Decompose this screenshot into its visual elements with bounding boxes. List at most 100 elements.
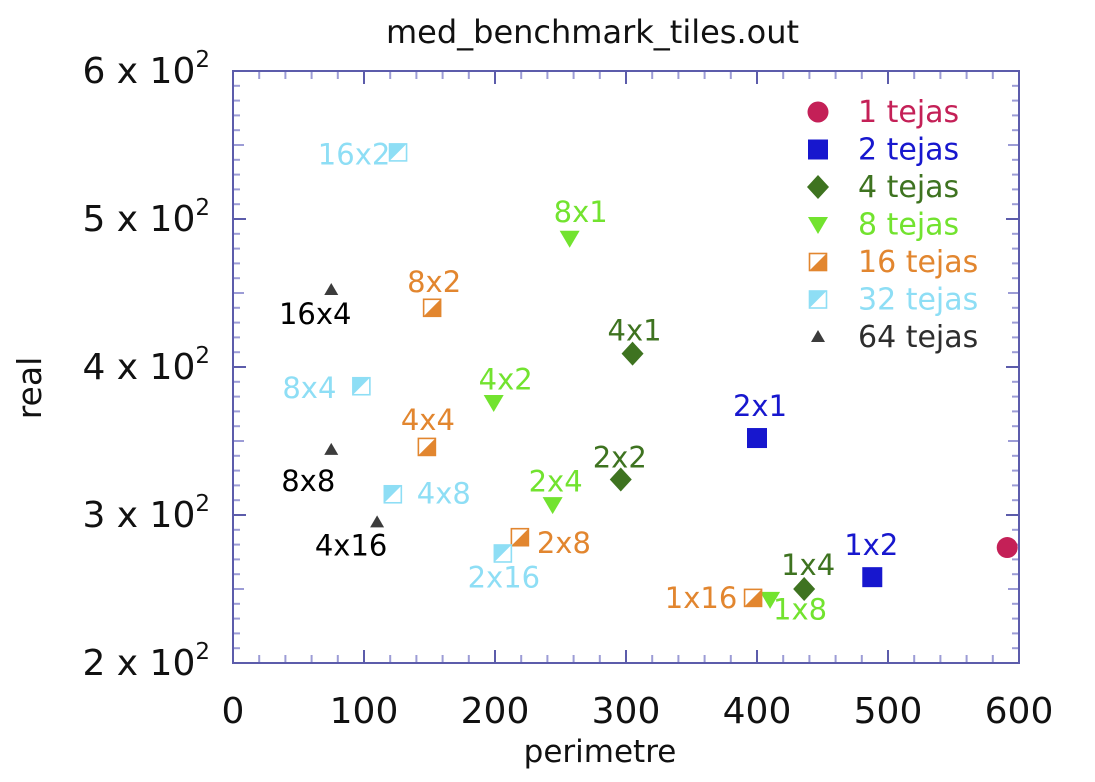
point-label-1x2: 1x2 (844, 528, 898, 562)
point-label-2x1: 2x1 (733, 389, 787, 423)
circle-marker (996, 537, 1018, 559)
legend-marker-32-tejas (808, 290, 828, 309)
half-square-fill (809, 291, 827, 308)
y-axis-title: real (10, 356, 49, 420)
point-marker (996, 537, 1018, 559)
legend-label: 1 tejas (858, 95, 959, 130)
half-square-fill (744, 589, 762, 607)
point-marker-4x16 (370, 515, 385, 528)
point-label-4x8: 4x8 (417, 476, 471, 510)
legend-label: 64 tejas (858, 320, 978, 355)
x-tick-label: 200 (461, 691, 530, 732)
legend-item-64-tejas: 64 tejas (811, 320, 978, 355)
legend-label: 16 tejas (858, 245, 978, 280)
point-marker-2x2 (609, 467, 632, 492)
point-label-16x2: 16x2 (318, 137, 391, 171)
triangle-up-marker (324, 283, 339, 296)
legend-item-16-tejas: 16 tejas (808, 245, 978, 280)
half-square-fill (384, 485, 402, 503)
y-tick-label: 5 x 102 (82, 195, 210, 240)
x-tick-label: 300 (592, 691, 661, 732)
point-marker-1x8 (760, 591, 781, 609)
point-label-8x4: 8x4 (282, 371, 336, 405)
point-marker-8x4 (352, 376, 371, 396)
series-8-tejas: 8x1 4x2 2x4 1x8 (479, 195, 827, 626)
legend-marker-2-tejas (808, 139, 828, 160)
x-tick-label: 500 (854, 691, 923, 732)
triangle-down-marker (808, 217, 828, 234)
chart-title: med_benchmark_tiles.out (385, 13, 800, 51)
point-label-2x8: 2x8 (537, 526, 591, 560)
point-marker-2x4 (542, 497, 563, 515)
legend-label: 8 tejas (858, 208, 959, 243)
series-64-tejas: 16x4 8x8 4x16 (279, 283, 387, 562)
y-tick-label: 4 x 102 (82, 343, 210, 388)
triangle-down-marker (760, 591, 781, 609)
legend-marker-8-tejas (808, 217, 828, 234)
legend-label: 32 tejas (858, 283, 978, 318)
x-tick-label: 600 (985, 691, 1054, 732)
y-tick-label: 6 x 102 (82, 47, 210, 92)
half-square-fill (352, 377, 370, 395)
triangle-up-marker (324, 442, 339, 455)
half-square-fill (511, 528, 529, 546)
triangle-up-marker (370, 515, 385, 528)
x-tick-label: 0 (222, 691, 245, 732)
triangle-down-marker (542, 497, 563, 515)
point-label-16x4: 16x4 (279, 297, 352, 331)
half-square-fill (423, 299, 441, 317)
legend-marker-64-tejas (811, 330, 825, 342)
point-label-2x4: 2x4 (529, 465, 583, 499)
legend-marker-16-tejas (808, 252, 828, 272)
point-label-1x4: 1x4 (781, 548, 835, 582)
series-1-tejas (996, 537, 1018, 559)
y-tick-labels: 2 x 102 3 x 102 4 x 102 5 x 102 6 x 102 (82, 47, 210, 684)
x-axis-title: perimetre (523, 734, 677, 770)
half-square-fill (418, 438, 436, 456)
point-label-1x16: 1x16 (665, 581, 738, 615)
half-square-fill (809, 253, 827, 271)
diamond-marker (807, 175, 829, 199)
legend-label: 2 tejas (858, 133, 959, 168)
point-marker-4x4 (417, 437, 437, 457)
series-32-tejas: 16x2 8x4 4x8 2x16 (282, 137, 540, 594)
point-marker-1x4 (793, 577, 816, 601)
series-2-tejas: 2x1 1x2 (733, 389, 898, 588)
triangle-up-marker (811, 330, 825, 342)
circle-marker (807, 101, 829, 123)
point-marker-16x2 (388, 143, 408, 162)
point-label-4x4: 4x4 (401, 403, 455, 437)
diamond-marker (793, 577, 816, 601)
point-label-4x1: 4x1 (608, 314, 662, 348)
y-tick-label: 2 x 102 (82, 639, 210, 684)
y-tick-label: 3 x 102 (82, 491, 210, 536)
point-label-1x8: 1x8 (773, 592, 827, 626)
point-marker-2x16 (493, 544, 513, 563)
legend-label: 4 tejas (858, 170, 959, 205)
legend-item-8-tejas: 8 tejas (808, 208, 959, 243)
legend-marker-1-tejas (807, 101, 829, 123)
x-tick-label: 400 (723, 691, 792, 732)
legend-item-4-tejas: 4 tejas (807, 170, 959, 205)
point-label-2x16: 2x16 (468, 560, 541, 594)
point-label-4x16: 4x16 (315, 528, 388, 562)
point-marker-4x8 (383, 484, 403, 504)
half-square-fill (389, 143, 407, 161)
point-marker-8x8 (324, 442, 339, 455)
series-4-tejas: 4x1 2x2 1x4 (593, 314, 835, 601)
x-tick-labels: 0 100 200 300 400 500 600 (222, 691, 1054, 732)
point-marker-1x2 (862, 567, 883, 588)
point-marker-4x2 (483, 395, 504, 413)
point-marker-2x1 (747, 428, 767, 449)
point-label-8x1: 8x1 (554, 195, 608, 229)
square-marker (808, 139, 828, 160)
square-marker (747, 428, 767, 449)
legend-item-32-tejas: 32 tejas (808, 283, 978, 318)
legend-marker-4-tejas (807, 175, 829, 199)
series-16-tejas: 8x2 4x4 2x8 1x16 (401, 265, 763, 615)
half-square-fill (494, 544, 512, 562)
point-marker-8x1 (559, 230, 580, 248)
